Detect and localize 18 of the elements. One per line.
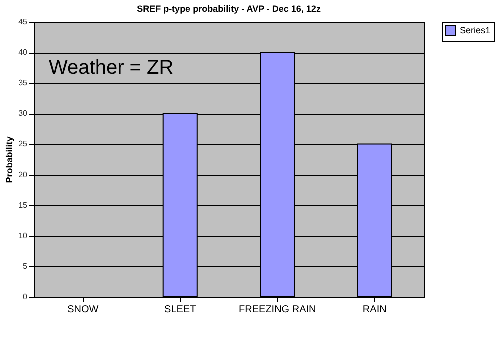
- x-tick-label: SLEET: [164, 304, 196, 316]
- x-tick-label: SNOW: [68, 304, 100, 316]
- chart-title: SREF p-type probability - AVP - Dec 16, 12z: [137, 4, 322, 14]
- y-tick-label: 10: [18, 231, 28, 240]
- y-tick-label: 35: [18, 78, 28, 88]
- y-axis-title: Probability: [4, 136, 15, 184]
- y-tick-label: 0: [23, 292, 28, 302]
- y-tick-label: 40: [18, 48, 28, 58]
- annotation: Weather = ZR: [49, 57, 174, 79]
- y-tick-label: 45: [18, 18, 28, 26]
- x-tick-label: RAIN: [362, 304, 387, 316]
- y-tick-label: 15: [18, 200, 28, 210]
- y-tick-label: 20: [18, 170, 28, 180]
- legend-label: Series1: [460, 26, 491, 36]
- y-tick-label: 5: [23, 262, 28, 271]
- y-tick-label: 30: [18, 109, 28, 118]
- x-tick-label: FREEZING RAIN: [239, 304, 316, 316]
- y-tick-label: 25: [18, 140, 28, 149]
